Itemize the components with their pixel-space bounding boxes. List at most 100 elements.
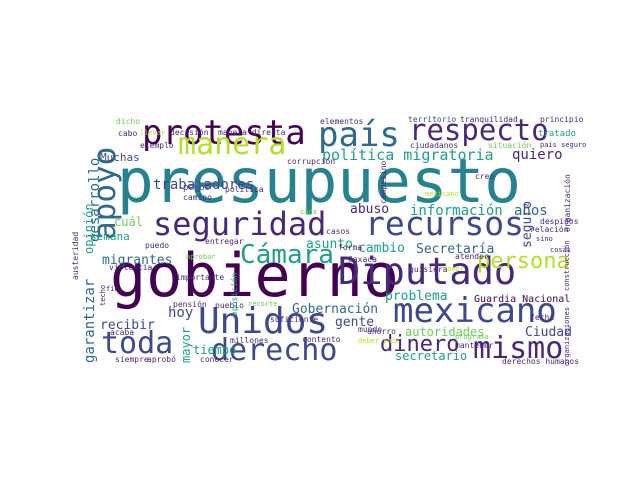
word-pais: país [318, 115, 400, 155]
word-protesta: protesta [142, 113, 306, 153]
word-techo: techo [99, 284, 107, 306]
word-relacion: relación [530, 225, 569, 234]
word-pueblo: pueblo [215, 301, 244, 310]
word-unidos: Unidos [198, 301, 329, 342]
word-derechos-humanos: derechos humanos [502, 357, 580, 366]
word-asunto: asunto [306, 237, 353, 252]
word-mayor: mayor [179, 326, 193, 363]
word-despidos: despidos [540, 217, 579, 226]
word-acaba: acaba [110, 328, 135, 337]
word-violencia: violencia [109, 263, 153, 272]
word-conocer: conocer [200, 355, 234, 364]
word-elementos: elementos [320, 117, 364, 126]
word-guardia-nacional: Guardia Nacional [474, 294, 571, 305]
word-manera-directa: manera directa [218, 128, 286, 137]
word-entregar: entregar [205, 237, 244, 246]
word-contento: contento [302, 335, 341, 344]
word-derecho: derecho [211, 333, 338, 368]
word-cabo: cabo [118, 129, 138, 138]
word-forma: forma [338, 243, 363, 252]
word-problema: problema [385, 289, 448, 304]
word-creo: creo [475, 172, 495, 181]
word-persona: persona [477, 249, 570, 274]
word-respecto: respecto [409, 113, 549, 147]
word-fecha: fecha [530, 313, 555, 322]
word-dicho: dicho [116, 117, 141, 126]
word-recorte: recorte [248, 300, 278, 308]
word-importante: importante [176, 273, 225, 282]
word-millones: millones [230, 336, 269, 345]
word-ciudadanos: ciudadanos [410, 141, 459, 150]
word-anos: años [514, 203, 548, 219]
word-ahorro: ahorro [367, 327, 396, 336]
word-camara: Cámara [240, 240, 334, 270]
word-programa: programa [455, 333, 489, 341]
word-atender: atender [455, 252, 489, 261]
word-tratado: tratado [538, 129, 576, 139]
word-dinero: dinero [380, 332, 460, 357]
word-opinion: opinión [82, 203, 96, 254]
word-deber-pais: deber país [358, 337, 401, 345]
word-quiero: quiero [512, 147, 563, 163]
word-mismo: mismo [473, 331, 564, 366]
word-garantizar: garantizar [82, 278, 98, 363]
word-cosas: cosas [550, 246, 572, 254]
word-oposicion: oposición [230, 272, 239, 316]
word-gobernacion: Gobernación [292, 302, 379, 317]
word-tiempo: tiempo [193, 343, 237, 357]
word-ciudad: Ciudad [525, 325, 572, 340]
word-informacion: información [410, 203, 503, 219]
word-puedo: puedo [145, 241, 170, 250]
word-gobierno: gobierno [110, 241, 399, 311]
word-pension: pensión [173, 300, 207, 309]
word-principio: principio [540, 115, 584, 124]
word-mexicano-small: mexicano [425, 190, 459, 198]
word-trabajadores: trabajadores [153, 177, 255, 193]
word-aprobo: aprobó [147, 355, 176, 364]
word-aprobar: aprobar [186, 253, 216, 261]
word-gente: gente [335, 315, 375, 330]
word-campesino: campesino [379, 160, 388, 204]
word-mexicano: mexicano [393, 291, 557, 331]
word-manera: manera [178, 127, 287, 162]
word-cada: cada [300, 208, 317, 216]
word-cloud: presupuesto gobierno Diputado Unidos mex… [71, 113, 587, 370]
word-oaxaca: Oaxaca [348, 255, 377, 264]
word-pais-seguro: país seguro [540, 141, 587, 149]
word-mundo: mundo [358, 325, 383, 334]
word-politica-migratoria: política migratoria [322, 146, 494, 164]
word-cual: cuál [114, 215, 143, 229]
word-siempre: siempre [115, 355, 149, 364]
word-diputado: Diputado [338, 250, 517, 293]
word-fin: fin [106, 285, 119, 293]
word-llevar: llevar [140, 129, 166, 137]
word-corrupcion: corrupción [287, 157, 336, 166]
word-quisiera: quisiera [409, 265, 448, 274]
word-recursos: recursos [365, 204, 524, 243]
word-cambio: cambio [358, 241, 405, 256]
word-territorio: territorio [408, 115, 457, 124]
word-hoy: hoy [168, 305, 194, 321]
word-sino: sino [536, 235, 553, 243]
word-politica: política [225, 185, 264, 194]
word-migrantes: migrantes [102, 253, 173, 268]
word-austeridad: austeridad [71, 231, 80, 280]
word-secretaria: Secretaría [416, 242, 495, 257]
word-situacion: situación [488, 141, 532, 150]
word-abuso: abuso [350, 202, 390, 217]
word-camino: camino [183, 193, 212, 202]
word-ejemplo: ejemplo [140, 141, 174, 150]
word-suficiente: suficiente [270, 315, 319, 324]
word-tranquilidad: tranquilidad [460, 115, 518, 124]
word-seguridad: seguridad [153, 205, 327, 243]
word-secretario: secretario [395, 349, 468, 363]
word-favor: favor [443, 265, 465, 273]
word-casos: casos [326, 227, 351, 236]
word-pesos: pesos [183, 183, 211, 193]
word-autoridades: autoridades [405, 325, 485, 339]
word-mantener: mantener [455, 341, 494, 350]
word-presupuesto: presupuesto [117, 146, 521, 217]
word-recibir: recibir [100, 318, 155, 333]
word-semana: semana [90, 230, 130, 243]
